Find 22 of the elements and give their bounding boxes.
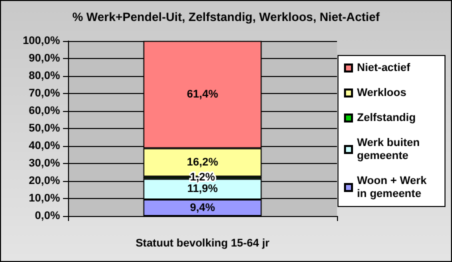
- legend-label: Woon + Werk in gemeente: [357, 175, 430, 200]
- data-label: 61,4%: [186, 88, 218, 101]
- y-tick-label: 60,0%: [28, 105, 60, 117]
- data-label: 9,4%: [190, 202, 216, 214]
- y-tick-label: 100,0%: [22, 35, 60, 47]
- y-tick-label: 40,0%: [28, 140, 60, 152]
- legend-label: Zelfstandig: [357, 112, 416, 124]
- chart-title: % Werk+Pendel-Uit, Zelfstandig, Werkloos, Niet-Actief: [72, 10, 381, 24]
- y-tick-label: 0,0%: [34, 210, 60, 222]
- legend-label: Werk buiten gemeente: [357, 137, 423, 162]
- legend-label: Werkloos: [357, 87, 406, 99]
- y-tick-label: 50,0%: [28, 122, 60, 134]
- data-label: 16,2%: [186, 156, 218, 168]
- y-tick-label: 10,0%: [28, 192, 60, 204]
- y-tick-label: 20,0%: [28, 175, 60, 187]
- legend-label: Niet-actief: [357, 62, 411, 74]
- data-label: 11,9%: [187, 183, 218, 196]
- y-tick-label: 90,0%: [28, 52, 60, 64]
- y-tick-label: 80,0%: [28, 70, 60, 82]
- y-tick-label: 70,0%: [28, 88, 60, 100]
- x-tick-label: Statuut bevolking 15-64 jr: [136, 238, 270, 250]
- y-tick-label: 30,0%: [28, 158, 60, 170]
